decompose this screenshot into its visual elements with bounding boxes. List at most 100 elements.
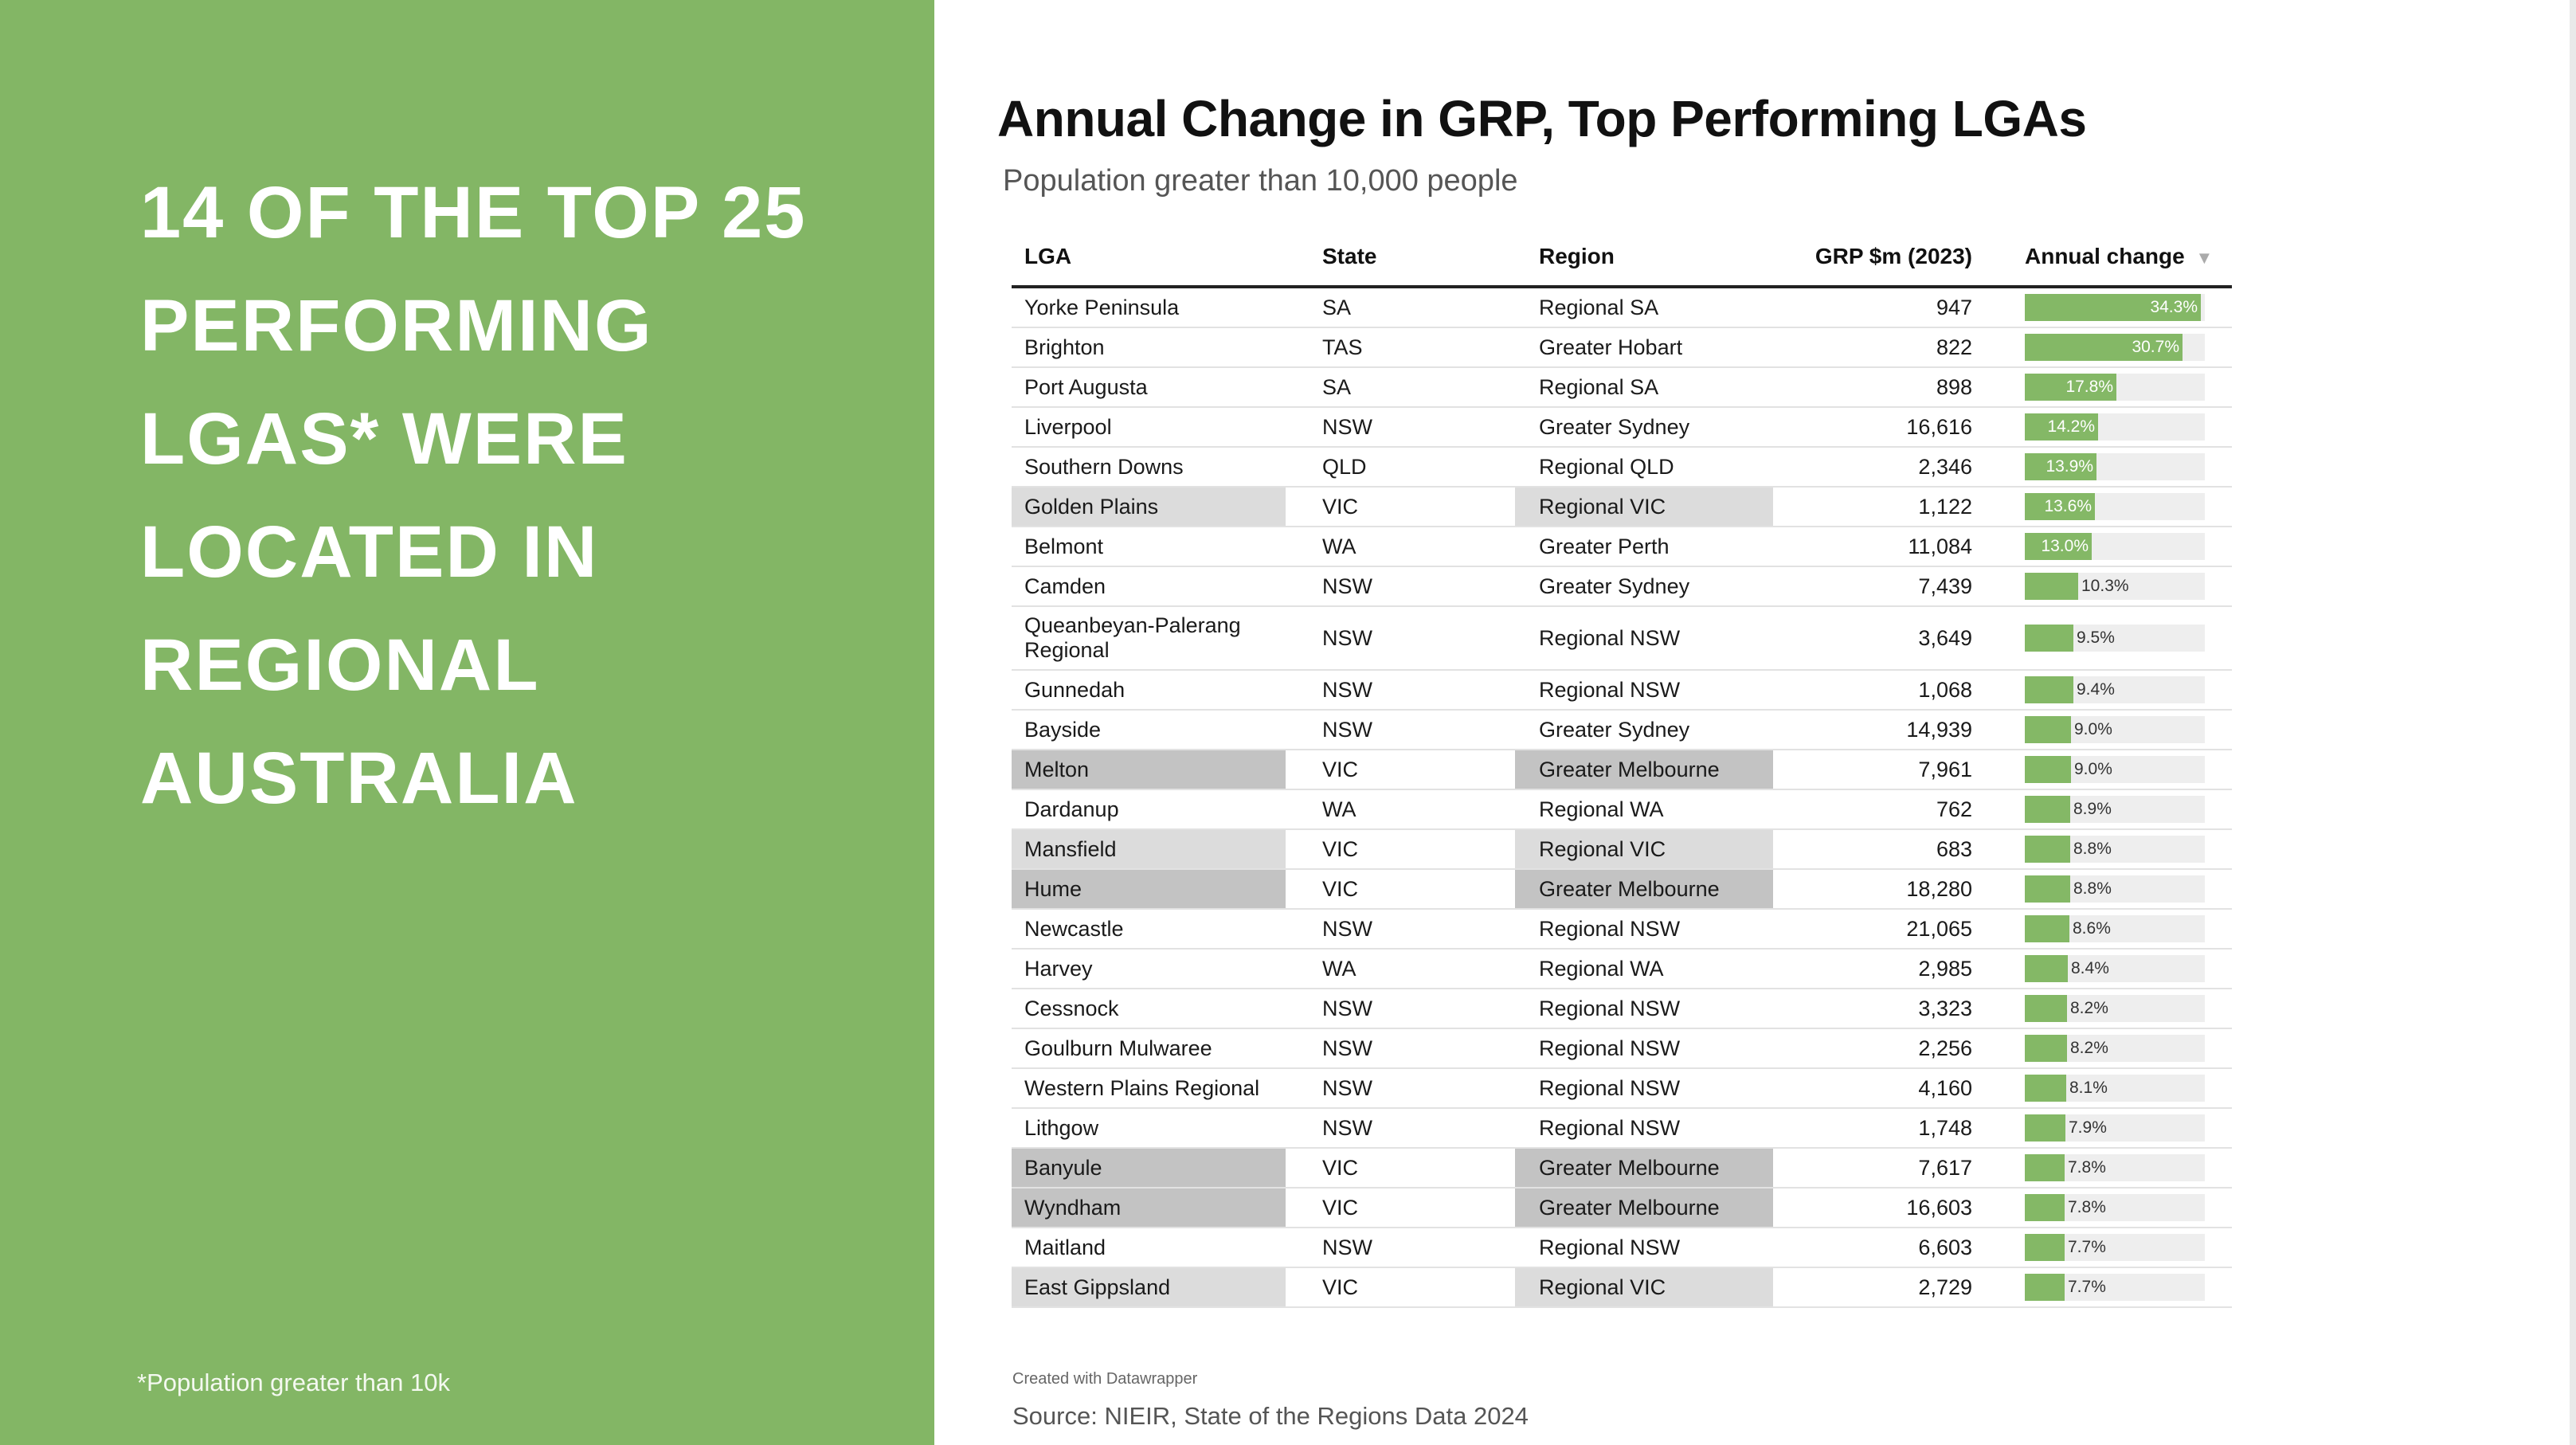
region-cell: Regional NSW — [1539, 1115, 1681, 1140]
state-cell: NSW — [1322, 1115, 1372, 1140]
lga-cell: Harvey — [1012, 950, 1286, 988]
column-header-annual-change[interactable]: Annual change ▼ — [2025, 244, 2213, 269]
lga-cell: Goulburn Mulwaree — [1012, 1029, 1286, 1067]
lga-name: Western Plains Regional — [1024, 1075, 1260, 1100]
change-bar — [2025, 493, 2095, 520]
grp-cell: 3,323 — [1918, 996, 1972, 1020]
change-label: 7.7% — [2068, 1278, 2106, 1296]
state-cell: VIC — [1322, 876, 1359, 901]
change-bar — [2025, 1035, 2067, 1062]
change-label: 8.4% — [2071, 959, 2109, 977]
column-header-annual-change-label: Annual change — [2025, 244, 2185, 268]
lga-cell: Cessnock — [1012, 989, 1286, 1028]
grp-cell: 2,256 — [1918, 1036, 1972, 1060]
grp-cell: 2,985 — [1918, 956, 1972, 981]
region-cell: Regional QLD — [1539, 454, 1674, 479]
column-header-state[interactable]: State — [1322, 244, 1377, 268]
change-label: 8.2% — [2070, 1039, 2108, 1057]
change-bar — [2025, 1274, 2065, 1301]
lga-cell: Queanbeyan-Palerang Regional — [1012, 607, 1286, 669]
region-cell: Greater Perth — [1539, 534, 1670, 558]
lga-cell: East Gippsland — [1012, 1268, 1286, 1306]
change-label: 7.9% — [2069, 1118, 2107, 1137]
table-row: Newcastle NSW Regional NSW 21,065 8.6% — [1012, 910, 2232, 950]
grp-cell: 762 — [1936, 797, 1972, 821]
table-row: Yorke Peninsula SA Regional SA 947 34.3% — [1012, 288, 2232, 328]
change-bar — [2025, 374, 2116, 401]
lga-cell: Maitland — [1012, 1228, 1286, 1267]
grp-cell: 7,961 — [1918, 757, 1972, 781]
sort-desc-icon: ▼ — [2195, 248, 2214, 268]
table-body: Yorke Peninsula SA Regional SA 947 34.3% Brig… — [1012, 288, 2232, 1308]
lga-name: Maitland — [1024, 1235, 1106, 1259]
table-row: Mansfield VIC Regional VIC 683 8.8% — [1012, 830, 2232, 870]
state-cell: TAS — [1322, 335, 1363, 359]
column-header-grp[interactable]: GRP $m (2023) — [1815, 244, 1972, 268]
change-label: 14.2% — [2047, 417, 2095, 436]
change-bar-track: 17.8% — [2025, 374, 2205, 401]
region-cell: Regional NSW — [1539, 1036, 1681, 1060]
table-row: Camden NSW Greater Sydney 7,439 10.3% — [1012, 567, 2232, 607]
state-cell: VIC — [1322, 494, 1359, 519]
change-bar — [2025, 1234, 2065, 1261]
change-label: 8.1% — [2069, 1079, 2108, 1097]
state-cell: NSW — [1322, 1235, 1372, 1259]
change-bar — [2025, 573, 2078, 600]
state-cell: SA — [1322, 295, 1352, 319]
region-cell: Greater Sydney — [1539, 574, 1690, 598]
region-cell: Regional WA — [1539, 797, 1664, 821]
change-label: 7.8% — [2068, 1158, 2106, 1177]
state-cell: VIC — [1322, 757, 1359, 781]
state-cell: WA — [1322, 797, 1357, 821]
table-row: Harvey WA Regional WA 2,985 8.4% — [1012, 950, 2232, 989]
lga-cell: Yorke Peninsula — [1012, 288, 1286, 327]
table-row: Wyndham VIC Greater Melbourne 16,603 7.8% — [1012, 1189, 2232, 1228]
column-header-lga[interactable]: LGA — [1024, 244, 1072, 268]
change-label: 13.9% — [2046, 457, 2093, 476]
change-label: 17.8% — [2065, 378, 2113, 396]
lga-name: Mansfield — [1024, 836, 1117, 861]
change-bar — [2025, 1154, 2065, 1181]
grp-cell: 2,729 — [1918, 1275, 1972, 1299]
grp-cell: 3,649 — [1918, 625, 1972, 650]
state-cell: NSW — [1322, 625, 1372, 650]
column-header-region[interactable]: Region — [1539, 244, 1615, 268]
state-cell: NSW — [1322, 996, 1372, 1020]
table-row: Banyule VIC Greater Melbourne 7,617 7.8% — [1012, 1149, 2232, 1189]
grp-cell: 18,280 — [1906, 876, 1972, 901]
lga-cell: Golden Plains — [1012, 488, 1286, 526]
chart-title: Annual Change in GRP, Top Performing LGA… — [997, 90, 2087, 147]
table-row: Queanbeyan-Palerang Regional NSW Regional … — [1012, 607, 2232, 671]
grp-cell: 2,346 — [1918, 454, 1972, 479]
lga-cell: Hume — [1012, 870, 1286, 908]
region-cell: Greater Melbourne — [1515, 870, 1773, 908]
lga-name: Yorke Peninsula — [1024, 295, 1180, 319]
change-bar-track: 7.8% — [2025, 1154, 2205, 1181]
change-label: 9.4% — [2077, 680, 2115, 699]
grp-cell: 1,748 — [1918, 1115, 1972, 1140]
change-label: 9.5% — [2077, 629, 2115, 647]
grp-cell: 947 — [1936, 295, 1972, 319]
region-cell: Regional NSW — [1539, 1075, 1681, 1100]
lga-cell: Lithgow — [1012, 1109, 1286, 1147]
lga-name: Cessnock — [1024, 996, 1119, 1020]
change-label: 7.7% — [2068, 1238, 2106, 1256]
change-bar-track: 8.1% — [2025, 1075, 2205, 1102]
table-row: Port Augusta SA Regional SA 898 17.8% — [1012, 368, 2232, 408]
table-row: Western Plains Regional NSW Regional NSW 4,… — [1012, 1069, 2232, 1109]
change-bar — [2025, 625, 2073, 652]
datawrapper-credit[interactable]: Created with Datawrapper — [1012, 1370, 1198, 1388]
region-cell: Regional NSW — [1539, 996, 1681, 1020]
state-cell: NSW — [1322, 717, 1372, 742]
lga-cell: Melton — [1012, 750, 1286, 789]
change-bar-track: 7.8% — [2025, 1194, 2205, 1221]
region-cell: Greater Hobart — [1539, 335, 1683, 359]
lga-cell: Banyule — [1012, 1149, 1286, 1187]
change-bar — [2025, 453, 2096, 480]
state-cell: VIC — [1322, 1275, 1359, 1299]
change-bar — [2025, 836, 2070, 863]
change-bar — [2025, 955, 2068, 982]
grp-cell: 4,160 — [1918, 1075, 1972, 1100]
lga-name: Melton — [1024, 757, 1090, 781]
state-cell: NSW — [1322, 414, 1372, 439]
